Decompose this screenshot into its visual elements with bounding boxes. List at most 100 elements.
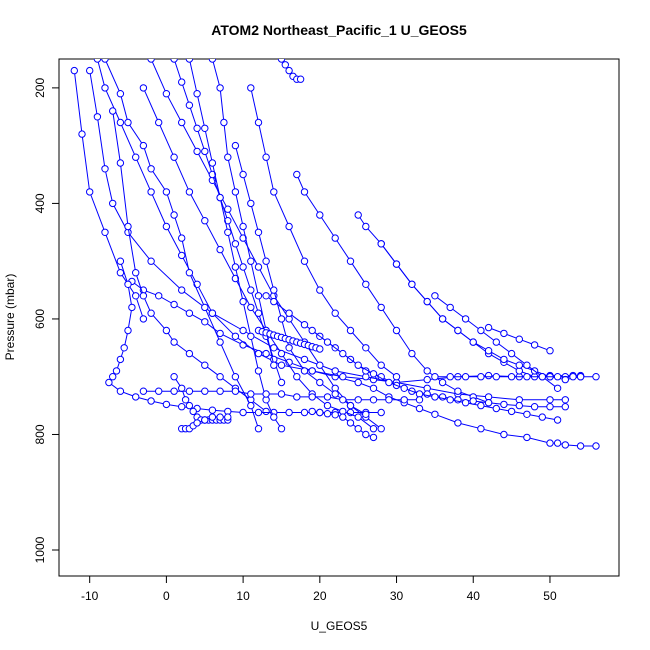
data-point xyxy=(231,141,240,150)
data-point xyxy=(116,387,125,395)
data-point xyxy=(369,396,378,404)
data-point xyxy=(155,292,163,300)
data-point xyxy=(500,430,508,439)
data-point xyxy=(239,234,247,242)
data-point xyxy=(461,373,470,381)
data-point xyxy=(224,205,232,213)
data-point xyxy=(109,199,117,208)
data-point xyxy=(93,113,102,121)
data-point xyxy=(538,413,546,421)
data-point xyxy=(281,61,289,69)
data-point xyxy=(220,118,228,127)
data-point xyxy=(247,390,255,398)
data-point xyxy=(277,378,286,387)
data-point xyxy=(147,257,155,265)
x-axis-label: U_GEOS5 xyxy=(311,619,368,633)
data-point xyxy=(546,439,554,447)
data-point xyxy=(185,269,194,277)
data-point xyxy=(170,387,178,395)
data-point xyxy=(546,403,554,411)
data-point xyxy=(308,393,316,401)
data-point xyxy=(507,373,516,381)
data-point xyxy=(109,373,117,381)
data-point xyxy=(576,373,585,381)
data-point xyxy=(331,390,339,398)
data-point xyxy=(147,59,155,63)
data-point xyxy=(507,349,516,358)
data-point xyxy=(339,373,347,381)
data-point xyxy=(231,387,240,395)
data-point xyxy=(231,274,240,283)
data-point xyxy=(162,188,171,196)
data-point xyxy=(208,413,217,421)
data-point xyxy=(285,408,293,417)
data-point xyxy=(170,59,178,63)
data-point xyxy=(93,59,102,63)
data-point xyxy=(492,404,500,413)
series-line-8 xyxy=(142,87,374,430)
data-point xyxy=(208,159,217,167)
data-point xyxy=(170,300,178,309)
data-point xyxy=(285,309,293,317)
data-point xyxy=(339,396,347,404)
y-tick-label: 1000 xyxy=(33,536,47,563)
data-point xyxy=(105,378,113,387)
data-point xyxy=(461,399,470,407)
data-point xyxy=(132,269,140,277)
data-point xyxy=(231,373,240,381)
data-point xyxy=(216,329,224,338)
data-point xyxy=(569,373,577,381)
data-point xyxy=(139,84,148,92)
data-point xyxy=(262,292,270,300)
data-point xyxy=(116,257,125,265)
data-point xyxy=(116,90,125,98)
data-point xyxy=(561,396,569,404)
data-point xyxy=(323,338,332,346)
data-point xyxy=(553,439,562,447)
data-point xyxy=(155,118,163,127)
data-point xyxy=(369,433,378,442)
data-point xyxy=(101,84,109,92)
data-point xyxy=(231,332,240,340)
data-point xyxy=(270,297,278,306)
data-point xyxy=(484,399,493,407)
data-point xyxy=(147,397,155,405)
data-point xyxy=(293,393,301,401)
data-point xyxy=(224,413,232,421)
data-point xyxy=(515,361,523,369)
data-point xyxy=(369,384,378,392)
data-point xyxy=(492,338,500,346)
x-axis: -10 0 10 20 30 40 50 xyxy=(81,575,557,603)
data-point xyxy=(132,153,140,161)
data-point xyxy=(189,407,197,416)
data-point xyxy=(308,326,316,335)
data-point xyxy=(70,66,79,75)
data-point xyxy=(162,326,171,335)
data-point xyxy=(507,407,516,416)
data-point xyxy=(185,401,194,410)
data-point xyxy=(247,401,255,410)
data-point xyxy=(354,361,362,369)
data-point xyxy=(369,370,378,378)
data-point xyxy=(247,257,255,265)
data-point xyxy=(216,373,224,381)
data-point xyxy=(170,153,178,161)
data-point xyxy=(231,188,240,196)
data-point xyxy=(116,269,125,277)
data-point xyxy=(354,425,362,433)
data-point xyxy=(400,396,408,404)
data-point xyxy=(308,407,316,416)
data-point xyxy=(185,387,194,395)
data-point xyxy=(316,361,324,369)
data-point xyxy=(561,441,569,449)
data-point xyxy=(392,260,401,268)
data-point xyxy=(293,170,301,179)
data-point xyxy=(162,90,171,98)
data-point xyxy=(316,345,324,353)
data-point xyxy=(216,245,224,254)
data-point xyxy=(193,147,201,156)
data-point xyxy=(216,338,224,346)
data-point xyxy=(323,410,332,418)
data-point xyxy=(185,349,194,358)
data-point xyxy=(431,292,439,300)
